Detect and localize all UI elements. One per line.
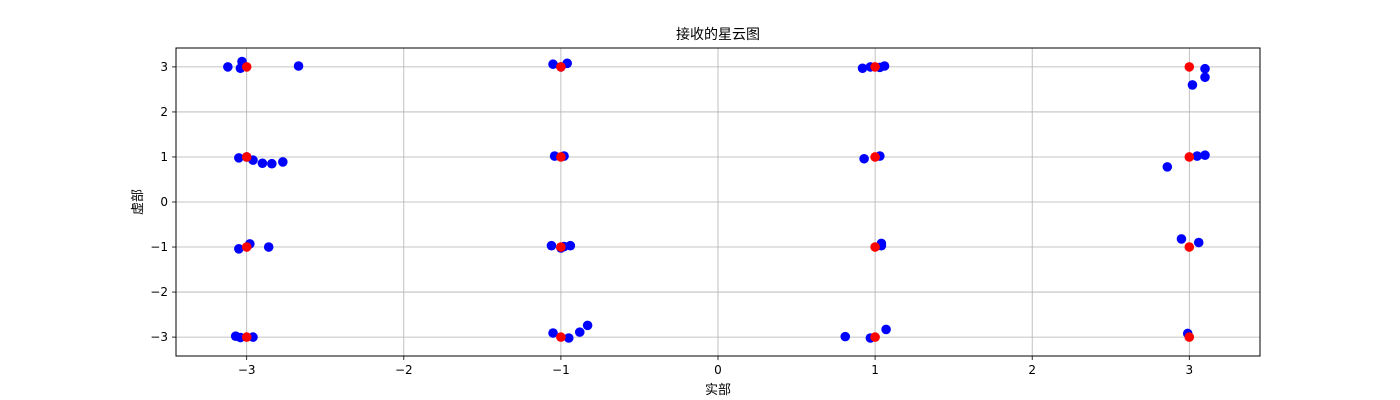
received-point xyxy=(879,61,890,71)
received-point xyxy=(223,62,233,72)
received-point xyxy=(1162,162,1173,172)
x-tick-label: −3 xyxy=(238,363,256,377)
received-point xyxy=(563,333,574,343)
received-point xyxy=(565,240,576,251)
received-point xyxy=(857,63,868,74)
y-tick-label: −2 xyxy=(150,285,168,299)
reference-point xyxy=(1184,332,1195,342)
chart-title: 接收的星云图 xyxy=(676,26,760,43)
received-point xyxy=(1192,151,1202,161)
reference-point xyxy=(556,152,566,162)
received-point xyxy=(234,153,244,163)
reference-point xyxy=(556,332,566,342)
data-points xyxy=(223,56,1210,343)
received-point xyxy=(1200,72,1210,83)
grid xyxy=(176,48,1260,356)
received-point xyxy=(859,153,869,164)
received-point xyxy=(546,240,557,251)
received-point xyxy=(548,328,558,338)
received-point xyxy=(278,157,288,167)
received-point xyxy=(1200,150,1210,160)
x-tick-label: 1 xyxy=(871,363,879,377)
reference-point xyxy=(1184,242,1195,252)
received-point xyxy=(840,331,851,342)
received-point xyxy=(574,327,585,337)
received-point xyxy=(582,320,593,331)
y-tick-label: 2 xyxy=(160,105,168,119)
x-tick-label: 2 xyxy=(1028,363,1036,377)
reference-point xyxy=(241,242,252,252)
received-point xyxy=(293,61,304,71)
received-point xyxy=(1176,234,1187,244)
received-point xyxy=(263,242,274,252)
reference-point xyxy=(870,242,880,252)
y-tick-label: 0 xyxy=(160,195,168,209)
reference-point xyxy=(1184,152,1195,162)
x-tick-label: −1 xyxy=(552,363,570,377)
y-tick-label: 1 xyxy=(160,150,168,164)
x-tick-label: 3 xyxy=(1185,363,1193,377)
reference-point xyxy=(870,152,880,162)
reference-point xyxy=(556,242,566,252)
y-tick-label: 3 xyxy=(160,60,168,74)
reference-point xyxy=(241,332,252,342)
reference-point xyxy=(870,332,880,342)
y-tick-label: −1 xyxy=(150,240,168,254)
x-tick-label: 0 xyxy=(714,363,722,377)
reference-point xyxy=(870,62,880,72)
plot-area-frame xyxy=(175,47,1261,357)
y-tick-label: −3 xyxy=(150,330,168,344)
x-tick-label: −2 xyxy=(395,363,413,377)
received-point xyxy=(1193,237,1204,248)
received-point xyxy=(548,59,558,70)
reference-point xyxy=(556,62,566,72)
reference-point xyxy=(1184,62,1195,72)
reference-point xyxy=(241,152,252,162)
received-point xyxy=(267,158,277,169)
received-point xyxy=(257,158,268,169)
received-point xyxy=(234,244,244,254)
received-point xyxy=(1200,63,1210,74)
received-point xyxy=(881,324,891,335)
reference-point xyxy=(241,62,252,72)
received-point xyxy=(1187,80,1198,90)
axis-ticks: −3 −2 −1 0 1 2 3 −3 −2 −1 0 1 2 3 xyxy=(150,60,1193,377)
y-axis-label: 虚部 xyxy=(131,189,146,215)
x-axis-label: 实部 xyxy=(705,383,731,398)
